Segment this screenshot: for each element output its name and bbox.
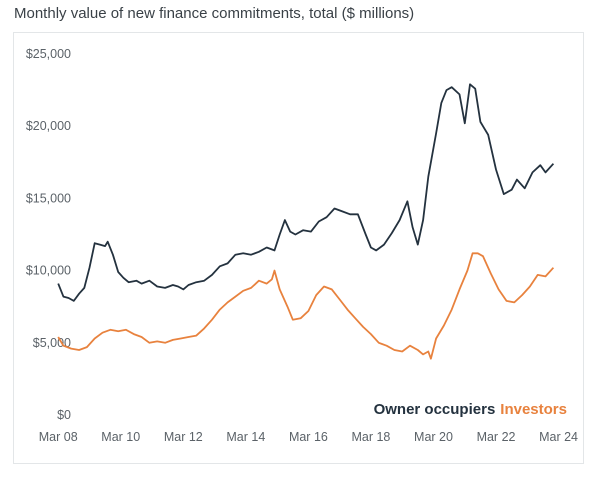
x-tick-label: Mar 22 xyxy=(477,430,516,444)
legend-entry-investors: Investors xyxy=(500,401,567,418)
series-line-investors xyxy=(57,252,555,360)
x-axis: Mar 08 Mar 10 Mar 12 Mar 14 Mar 16 Mar 18 Mar … xyxy=(39,430,578,444)
legend-entry-owner-occupiers: Owner occupiers xyxy=(374,401,496,418)
x-tick-label: Mar 24 xyxy=(539,430,578,444)
x-tick-label: Mar 08 xyxy=(39,430,78,444)
y-tick-label: $15,000 xyxy=(26,191,71,205)
y-tick-label: $10,000 xyxy=(26,264,71,278)
y-tick-label: $25,000 xyxy=(26,47,71,61)
chart-title: Monthly value of new finance commitments… xyxy=(14,5,415,22)
series-line-owner-occupiers xyxy=(57,83,555,302)
chart-frame xyxy=(13,32,584,464)
x-tick-label: Mar 10 xyxy=(101,430,140,444)
y-axis: $0 $5,000 $10,000 $15,000 $20,000 $25,000 xyxy=(26,47,71,422)
x-tick-label: Mar 18 xyxy=(351,430,390,444)
y-tick-label: $5,000 xyxy=(33,336,71,350)
series-lines xyxy=(57,83,555,360)
y-tick-label: $0 xyxy=(57,408,71,422)
x-tick-label: Mar 16 xyxy=(289,430,328,444)
x-tick-label: Mar 20 xyxy=(414,430,453,444)
x-tick-label: Mar 12 xyxy=(164,430,203,444)
legend: Owner occupiers Investors xyxy=(374,401,567,418)
x-tick-label: Mar 14 xyxy=(226,430,265,444)
y-tick-label: $20,000 xyxy=(26,119,71,133)
